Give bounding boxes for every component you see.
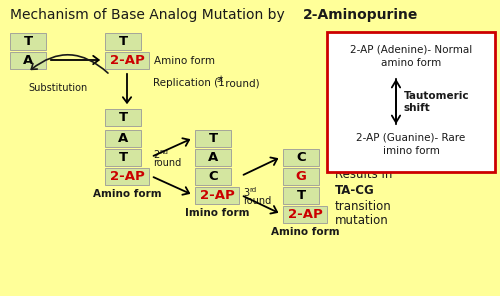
FancyBboxPatch shape bbox=[327, 32, 495, 172]
FancyBboxPatch shape bbox=[283, 149, 319, 166]
Text: 2-AP (Guanine)- Rare: 2-AP (Guanine)- Rare bbox=[356, 133, 466, 143]
Text: nd: nd bbox=[159, 149, 168, 155]
Text: G: G bbox=[296, 170, 306, 183]
Text: A: A bbox=[118, 132, 128, 145]
Text: Substitution: Substitution bbox=[28, 83, 88, 93]
Text: imino form: imino form bbox=[382, 146, 440, 156]
Text: st: st bbox=[217, 75, 224, 83]
FancyBboxPatch shape bbox=[105, 168, 149, 185]
Text: 2: 2 bbox=[153, 150, 159, 160]
Text: 3: 3 bbox=[243, 188, 249, 198]
FancyBboxPatch shape bbox=[10, 33, 46, 50]
FancyBboxPatch shape bbox=[195, 130, 231, 147]
FancyBboxPatch shape bbox=[195, 149, 231, 166]
Text: T: T bbox=[118, 35, 128, 48]
Text: round): round) bbox=[222, 78, 260, 88]
FancyBboxPatch shape bbox=[195, 168, 231, 185]
Text: T: T bbox=[24, 35, 32, 48]
FancyBboxPatch shape bbox=[105, 109, 141, 126]
Text: TA-CG: TA-CG bbox=[335, 184, 375, 197]
FancyBboxPatch shape bbox=[105, 33, 141, 50]
FancyBboxPatch shape bbox=[195, 187, 239, 204]
Text: 2-AP: 2-AP bbox=[110, 54, 144, 67]
FancyBboxPatch shape bbox=[105, 149, 141, 166]
Text: T: T bbox=[208, 132, 218, 145]
Text: Amino form: Amino form bbox=[270, 227, 340, 237]
FancyBboxPatch shape bbox=[105, 130, 141, 147]
Text: Imino form: Imino form bbox=[185, 208, 249, 218]
Text: 2-AP: 2-AP bbox=[200, 189, 234, 202]
Text: T: T bbox=[118, 151, 128, 164]
FancyArrowPatch shape bbox=[392, 79, 400, 123]
FancyBboxPatch shape bbox=[10, 52, 46, 69]
FancyBboxPatch shape bbox=[0, 0, 500, 28]
Text: A: A bbox=[23, 54, 33, 67]
Text: T: T bbox=[118, 111, 128, 124]
FancyArrowPatch shape bbox=[392, 81, 400, 124]
FancyArrowPatch shape bbox=[154, 138, 189, 156]
FancyArrowPatch shape bbox=[123, 74, 131, 103]
Text: 2-AP (Adenine)- Normal: 2-AP (Adenine)- Normal bbox=[350, 45, 472, 55]
Text: mutation: mutation bbox=[335, 215, 389, 228]
Text: rd: rd bbox=[249, 187, 256, 193]
FancyBboxPatch shape bbox=[105, 52, 149, 69]
Text: C: C bbox=[208, 170, 218, 183]
Text: shift: shift bbox=[404, 103, 431, 113]
Text: transition: transition bbox=[335, 200, 392, 213]
Text: 2-Aminopurine: 2-Aminopurine bbox=[303, 8, 418, 22]
Text: Amino form: Amino form bbox=[154, 56, 215, 65]
Text: 2-AP: 2-AP bbox=[288, 208, 322, 221]
FancyBboxPatch shape bbox=[283, 206, 327, 223]
Text: Amino form: Amino form bbox=[92, 189, 162, 199]
Text: amino form: amino form bbox=[381, 58, 441, 68]
Text: 2-AP: 2-AP bbox=[110, 170, 144, 183]
FancyArrowPatch shape bbox=[154, 177, 189, 195]
FancyArrowPatch shape bbox=[244, 196, 277, 213]
Text: round: round bbox=[243, 196, 271, 206]
FancyBboxPatch shape bbox=[283, 187, 319, 204]
FancyArrowPatch shape bbox=[32, 55, 108, 73]
Text: Replication (1: Replication (1 bbox=[153, 78, 225, 88]
Text: Results in: Results in bbox=[335, 168, 392, 181]
FancyArrowPatch shape bbox=[244, 157, 277, 175]
Text: round: round bbox=[153, 158, 181, 168]
Text: Mechanism of Base Analog Mutation by: Mechanism of Base Analog Mutation by bbox=[10, 8, 289, 22]
Text: A: A bbox=[208, 151, 218, 164]
FancyBboxPatch shape bbox=[283, 168, 319, 185]
Text: Tautomeric: Tautomeric bbox=[404, 91, 469, 101]
Text: T: T bbox=[296, 189, 306, 202]
Text: C: C bbox=[296, 151, 306, 164]
FancyArrowPatch shape bbox=[51, 56, 98, 64]
